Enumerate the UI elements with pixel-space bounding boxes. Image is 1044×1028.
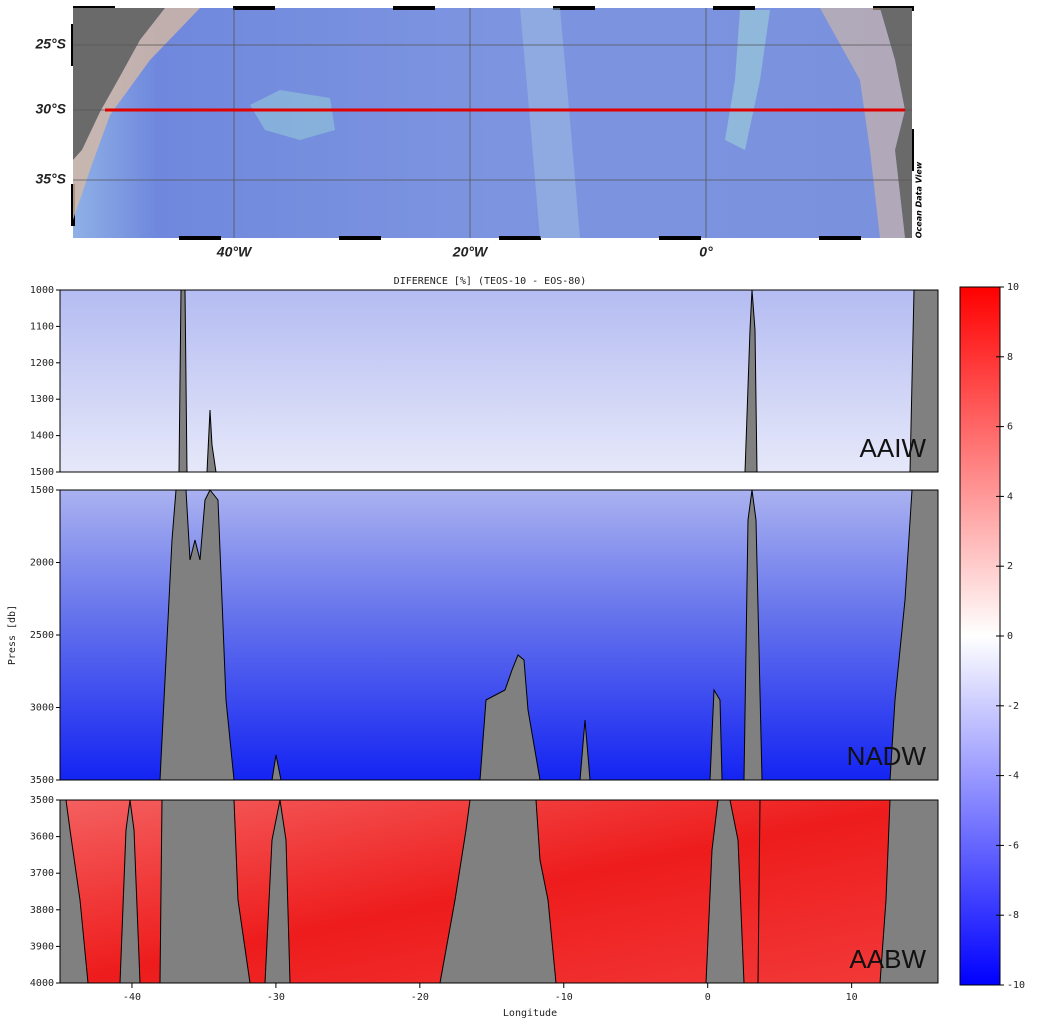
colorbar-tick-label: 10 — [1007, 282, 1019, 293]
colorbar-tick-label: 8 — [1007, 352, 1013, 363]
y-tick-label: 1100 — [30, 321, 54, 332]
x-tick-label: -20 — [411, 992, 429, 1003]
colorbar-tick-label: -10 — [1007, 980, 1025, 991]
colorbar-tick-label: -6 — [1007, 840, 1019, 851]
y-tick-label: 1000 — [30, 285, 54, 296]
water-mass-label: NADW — [847, 741, 927, 771]
y-tick-label: 2500 — [30, 630, 54, 641]
y-tick-label: 1500 — [30, 485, 54, 496]
y-tick-label: 3800 — [30, 905, 54, 916]
y-tick-label: 3500 — [30, 795, 54, 806]
colorbar-tick-label: -2 — [1007, 701, 1019, 712]
y-axis-label: Press [db] — [7, 605, 18, 665]
lon-label: 0° — [699, 244, 713, 260]
x-axis-label: Longitude — [503, 1008, 557, 1019]
panel — [60, 290, 938, 472]
y-tick-label: 2000 — [30, 558, 54, 569]
lat-label: 30°S — [35, 101, 66, 117]
colorbar-tick-label: 0 — [1007, 631, 1013, 642]
colorbar-tick-label: -4 — [1007, 771, 1019, 782]
chart-title: DIFERENCE [%] (TEOS-10 - EOS-80) — [394, 276, 587, 287]
colorbar-tick-label: 4 — [1007, 491, 1013, 502]
y-tick-label: 1300 — [30, 394, 54, 405]
panel-frame — [59, 799, 939, 984]
topography — [178, 289, 939, 473]
y-tick-label: 3000 — [30, 703, 54, 714]
y-tick-label: 4000 — [30, 978, 54, 989]
colorbar-tick-label: 6 — [1007, 422, 1013, 433]
watermark: Ocean Data View — [915, 161, 924, 238]
x-tick-label: 0 — [705, 992, 711, 1003]
map: 25°S 30°S 35°S 40°W 20°W 0° Ocean Data V… — [34, 6, 924, 260]
topography — [159, 489, 939, 781]
y-tick-label: 3700 — [30, 868, 54, 879]
lon-label: 40°W — [216, 244, 253, 260]
x-tick-label: -40 — [123, 992, 141, 1003]
panel-frame — [59, 289, 939, 473]
colorbar-tick-label: 2 — [1007, 561, 1013, 572]
lat-label: 25°S — [34, 36, 66, 52]
lat-label: 35°S — [35, 171, 66, 187]
x-tick-label: -10 — [555, 992, 573, 1003]
colorbar — [959, 286, 1001, 986]
y-tick-label: 3500 — [30, 775, 54, 786]
y-tick-label: 1200 — [30, 358, 54, 369]
y-tick-label: 1400 — [30, 431, 54, 442]
x-tick-label: 10 — [846, 992, 858, 1003]
water-mass-label: AAIW — [860, 433, 927, 463]
colorbar-tick-label: -8 — [1007, 910, 1019, 921]
y-tick-label: 1500 — [30, 467, 54, 478]
lon-label: 20°W — [452, 244, 489, 260]
x-tick-label: -30 — [267, 992, 285, 1003]
y-tick-label: 3900 — [30, 941, 54, 952]
y-tick-label: 3600 — [30, 832, 54, 843]
water-mass-label: AABW — [849, 944, 926, 974]
